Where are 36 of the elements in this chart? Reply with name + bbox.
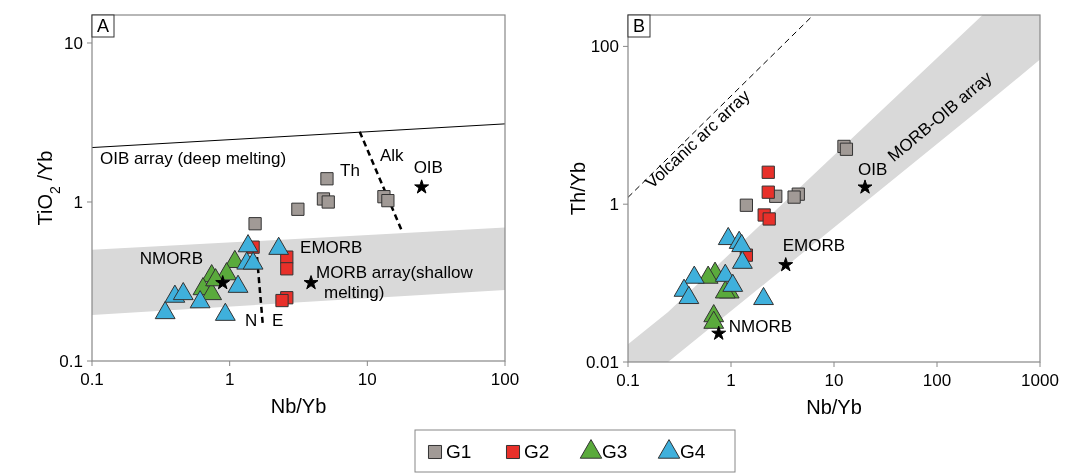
legend-label: G3 bbox=[602, 440, 628, 462]
x-tick-label: 0.1 bbox=[616, 371, 640, 390]
chart-title: A bbox=[96, 16, 110, 37]
annotation: MORB array(shallow melting) bbox=[316, 262, 474, 303]
x-axis-title: Nb/Yb bbox=[270, 395, 327, 417]
annotation: Th bbox=[340, 160, 360, 180]
annotation: OIB bbox=[858, 160, 888, 180]
x-tick-label: 10 bbox=[357, 370, 377, 389]
annotation: EMORB bbox=[782, 235, 846, 255]
annotation: EMORB bbox=[300, 237, 363, 257]
x-tick-label: 1 bbox=[224, 370, 235, 389]
annotation: E bbox=[272, 310, 284, 330]
legend-label: G4 bbox=[680, 440, 706, 462]
x-tick-label: 10 bbox=[824, 371, 844, 390]
legend-label: G2 bbox=[524, 440, 550, 462]
y-tick-label: 100 bbox=[590, 37, 619, 57]
y-tick-label: 1 bbox=[609, 195, 619, 215]
chart-title: B bbox=[632, 16, 646, 37]
legend-label: G1 bbox=[446, 440, 472, 462]
x-tick-label: 0.1 bbox=[80, 370, 104, 389]
annotation: NMORB bbox=[728, 317, 793, 337]
y-axis-title: Th/Yb bbox=[567, 161, 589, 216]
x-tick-label: 1000 bbox=[1021, 371, 1059, 390]
annotation: OIB array (deep melting) bbox=[100, 148, 287, 168]
y-tick-label: 0.1 bbox=[59, 351, 83, 371]
annotation: NMORB bbox=[139, 248, 203, 268]
x-tick-label: 100 bbox=[490, 370, 520, 389]
y-tick-label: 10 bbox=[64, 33, 83, 53]
y-tick-label: 0.01 bbox=[585, 352, 619, 372]
annotation: OIB bbox=[413, 158, 443, 178]
annotation: N bbox=[245, 310, 258, 330]
x-tick-label: 100 bbox=[922, 371, 952, 390]
annotation: Alk bbox=[380, 145, 405, 165]
x-tick-label: 1 bbox=[726, 371, 736, 390]
x-axis-title: Nb/Yb bbox=[806, 396, 862, 418]
y-tick-label: 1 bbox=[73, 192, 83, 212]
